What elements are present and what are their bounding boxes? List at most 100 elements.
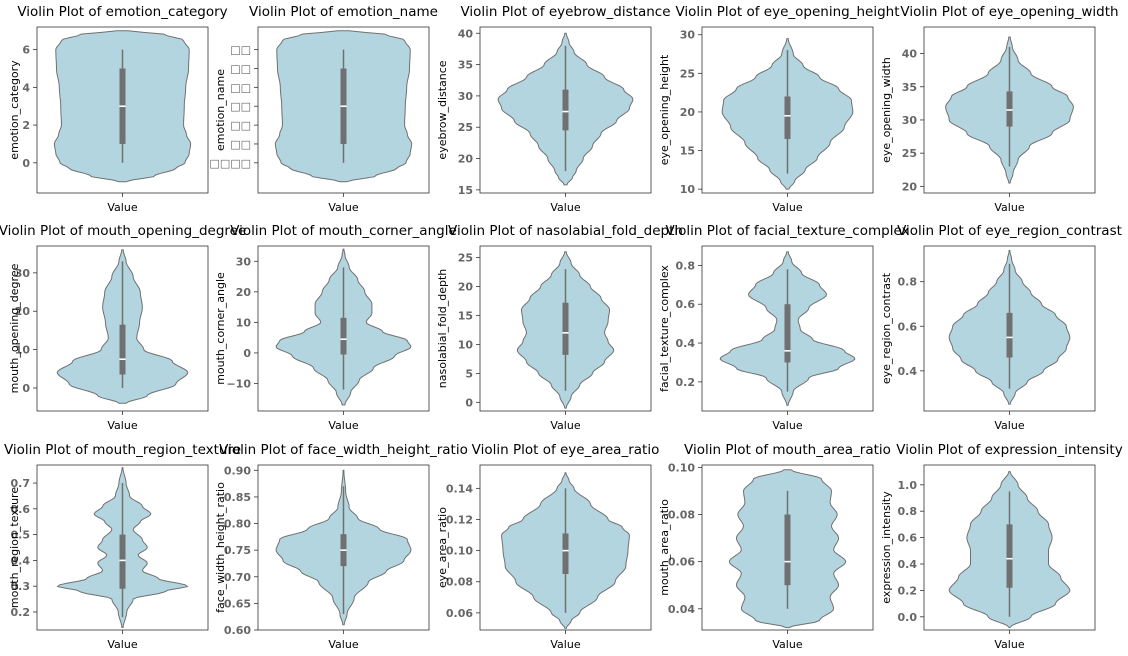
- y-tick-label: 0.65: [224, 597, 251, 610]
- violin-panel-7: Violin Plot of nasolabial_fold_depth 0 5 10…: [436, 223, 683, 432]
- y-tick-label: 5: [465, 367, 473, 380]
- y-tick-label: 0.06: [668, 556, 695, 569]
- y-tick-label: 30: [15, 267, 31, 280]
- y-tick-label: 0.7: [11, 477, 31, 490]
- violin-panel-9: Violin Plot of eye_region_contrast 0.4 0.6…: [880, 223, 1122, 432]
- y-tick-label: 0.4: [11, 554, 31, 567]
- y-axis-label: expression_intensity: [880, 491, 893, 604]
- y-axis-label: eye_region_contrast: [880, 272, 893, 384]
- x-axis-label: Value: [772, 201, 802, 214]
- y-tick-label: 0.75: [224, 544, 251, 557]
- y-tick-label: −10: [226, 378, 251, 391]
- y-tick-label: 0.04: [668, 603, 695, 616]
- iqr-box: [1006, 524, 1013, 588]
- y-axis-label: mouth_area_ratio: [658, 499, 671, 596]
- y-tick-label: 0.8: [676, 259, 696, 272]
- iqr-box: [119, 324, 126, 375]
- x-axis-label: Value: [107, 419, 137, 432]
- panel-title: Violin Plot of expression_intensity: [896, 442, 1122, 458]
- y-tick-label: 0.14: [446, 482, 473, 495]
- panel-title: Violin Plot of nasolabial_fold_depth: [448, 223, 683, 239]
- y-tick-label: 25: [458, 121, 473, 134]
- iqr-box: [340, 317, 347, 355]
- y-tick-label: □□: [230, 100, 251, 113]
- y-tick-label: 0.08: [668, 509, 695, 522]
- y-tick-label: 0.4: [676, 337, 696, 350]
- y-tick-label: 10: [236, 316, 252, 329]
- y-tick-label: 0.90: [224, 464, 251, 477]
- y-tick-label: 0.6: [11, 503, 31, 516]
- x-axis-label: Value: [107, 638, 137, 651]
- y-tick-label: 10: [458, 338, 474, 351]
- panel-title: Violin Plot of eye_area_ratio: [472, 442, 660, 458]
- y-tick-label: 0.60: [224, 624, 251, 637]
- y-tick-label: 1.0: [898, 479, 918, 492]
- x-axis-label: Value: [107, 201, 137, 214]
- iqr-box: [1006, 312, 1013, 358]
- x-axis-label: Value: [994, 638, 1024, 651]
- panel-title: Violin Plot of mouth_region_texture: [4, 442, 241, 458]
- y-axis-label: eye_opening_width: [880, 57, 893, 163]
- iqr-box: [562, 302, 569, 355]
- y-axis-label: mouth_region_texture: [8, 487, 21, 608]
- violin-panel-4: Violin Plot of eye_opening_width 20 25 30 35…: [880, 4, 1119, 214]
- y-axis-label: nasolabial_fold_depth: [436, 269, 449, 388]
- y-tick-label: □□: [230, 81, 251, 94]
- x-axis-label: Value: [994, 419, 1024, 432]
- y-tick-label: 25: [902, 147, 917, 160]
- y-tick-label: 0.2: [676, 376, 696, 389]
- y-tick-label: 25: [680, 67, 695, 80]
- y-tick-label: 35: [902, 81, 917, 94]
- y-tick-label: 25: [458, 252, 473, 265]
- y-axis-label: facial_texture_complex: [658, 265, 671, 392]
- violin-panel-8: Violin Plot of facial_texture_complex 0.2…: [658, 223, 910, 432]
- panel-title: Violin Plot of eye_opening_width: [900, 4, 1118, 20]
- violin-panel-10: Violin Plot of mouth_region_texture 0.2 0.…: [4, 442, 241, 651]
- y-tick-label: 0.80: [224, 518, 251, 531]
- panel-title: Violin Plot of mouth_corner_angle: [230, 223, 457, 239]
- y-axis-label: eyebrow_distance: [436, 60, 449, 159]
- x-axis-label: Value: [994, 201, 1024, 214]
- panel-title: Violin Plot of eyebrow_distance: [460, 4, 670, 20]
- x-axis-label: Value: [772, 638, 802, 651]
- x-axis-label: Value: [328, 201, 358, 214]
- y-tick-label: 0.5: [11, 529, 31, 542]
- x-axis-label: Value: [550, 638, 580, 651]
- panel-title: Violin Plot of emotion_name: [249, 4, 438, 20]
- y-tick-label: 0.0: [898, 611, 918, 624]
- iqr-box: [784, 304, 791, 363]
- y-tick-label: 20: [15, 305, 31, 318]
- y-tick-label: 0.3: [11, 580, 31, 593]
- y-axis-label: eye_area_ratio: [436, 507, 449, 588]
- y-tick-label: 30: [236, 255, 252, 268]
- y-tick-label: 20: [902, 180, 918, 193]
- iqr-box: [784, 514, 791, 586]
- y-tick-label: 15: [458, 184, 473, 197]
- y-tick-label: 10: [680, 183, 696, 196]
- y-tick-label: 35: [458, 59, 473, 72]
- violin-panel-14: Violin Plot of expression_intensity 0.0 0.…: [880, 442, 1123, 651]
- y-tick-label: 0.6: [898, 320, 918, 333]
- violin-panel-6: Violin Plot of mouth_corner_angle −10 0 10 2…: [214, 223, 457, 432]
- panel-title: Violin Plot of face_width_height_ratio: [219, 442, 468, 458]
- y-tick-label: 0: [22, 382, 30, 395]
- y-axis-label: mouth_opening_degree: [8, 263, 21, 393]
- y-tick-label: 30: [458, 90, 474, 103]
- x-axis-label: Value: [328, 638, 358, 651]
- y-tick-label: 0.08: [446, 576, 473, 589]
- x-axis-label: Value: [328, 419, 358, 432]
- violin-panel-12: Violin Plot of eye_area_ratio 0.06 0.08 0.1…: [436, 442, 659, 651]
- y-axis-label: eye_opening_height: [658, 54, 671, 165]
- y-tick-label: 30: [680, 29, 696, 42]
- violin-panel-13: Violin Plot of mouth_area_ratio 0.04 0.06 0…: [658, 442, 891, 651]
- y-tick-label: 0.70: [224, 571, 251, 584]
- y-tick-label: 0.4: [898, 558, 918, 571]
- y-axis-label: emotion_category: [8, 60, 21, 160]
- y-tick-label: 15: [680, 145, 695, 158]
- y-axis-label: emotion_name: [214, 69, 227, 151]
- iqr-box: [562, 533, 569, 574]
- x-axis-label: Value: [550, 419, 580, 432]
- violin-panel-11: Violin Plot of face_width_height_ratio 0.…: [214, 442, 468, 651]
- y-tick-label: 20: [458, 153, 474, 166]
